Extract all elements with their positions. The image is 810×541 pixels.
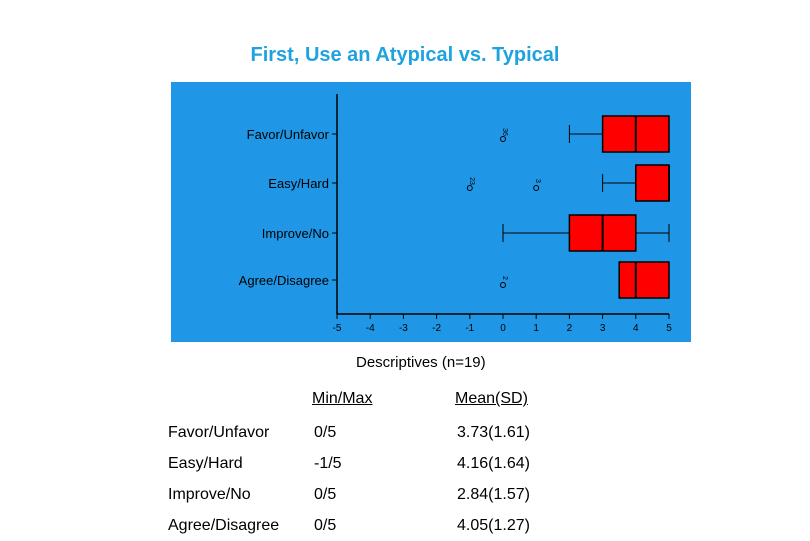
category-label: Favor/Unfavor xyxy=(247,127,330,142)
row-minmax: 0/5 xyxy=(314,517,337,534)
x-tick-label: 2 xyxy=(567,323,573,334)
table-row: Improve/No 0/5 2.84(1.57) xyxy=(0,486,810,510)
x-tick-label: -4 xyxy=(366,323,375,334)
row-meansd: 4.05(1.27) xyxy=(457,517,530,534)
descriptives-caption: Descriptives (n=19) xyxy=(356,354,486,371)
row-minmax: 0/5 xyxy=(314,486,337,503)
outlier-label: 23 xyxy=(468,177,475,185)
outlier-point xyxy=(500,136,506,142)
row-meansd: 4.16(1.64) xyxy=(457,455,530,472)
outlier-point xyxy=(466,185,473,191)
box xyxy=(618,261,670,299)
outlier-label: 3 xyxy=(534,179,541,183)
x-tick-label: 5 xyxy=(666,323,672,334)
column-header-meansd: Mean(SD) xyxy=(455,390,528,407)
row-meansd: 2.84(1.57) xyxy=(457,486,530,503)
category-label: Easy/Hard xyxy=(268,176,329,191)
outlier-point xyxy=(500,282,506,288)
category-label: Improve/No xyxy=(262,226,329,241)
x-tick-label: -3 xyxy=(399,323,408,334)
x-tick-label: 4 xyxy=(633,323,639,334)
outlier-label: 2 xyxy=(501,276,508,280)
x-tick-label: 1 xyxy=(533,323,539,334)
column-header-minmax: Min/Max xyxy=(312,390,373,407)
row-name: Easy/Hard xyxy=(168,455,243,472)
x-tick-label: -1 xyxy=(465,323,474,334)
row-name: Agree/Disagree xyxy=(168,517,280,534)
table-row: Easy/Hard -1/5 4.16(1.64) xyxy=(0,455,810,479)
row-minmax: -1/5 xyxy=(314,455,342,472)
x-tick-label: 3 xyxy=(600,323,606,334)
row-name: Improve/No xyxy=(168,486,251,503)
row-name: Favor/Unfavor xyxy=(168,424,270,441)
x-tick-label: -2 xyxy=(432,323,441,334)
box xyxy=(635,164,670,202)
row-minmax: 0/5 xyxy=(314,424,337,441)
outlier-point xyxy=(533,185,540,191)
table-row: Agree/Disagree 0/5 4.05(1.27) xyxy=(0,517,810,541)
category-label: Agree/Disagree xyxy=(239,273,329,288)
table-row: Favor/Unfavor 0/5 3.73(1.61) xyxy=(0,424,810,448)
x-tick-label: -5 xyxy=(333,323,342,334)
x-tick-label: 0 xyxy=(500,323,506,334)
row-meansd: 3.73(1.61) xyxy=(457,424,530,441)
outlier-label: 36 xyxy=(501,128,508,136)
slide-title: First, Use an Atypical vs. Typical xyxy=(250,44,560,66)
